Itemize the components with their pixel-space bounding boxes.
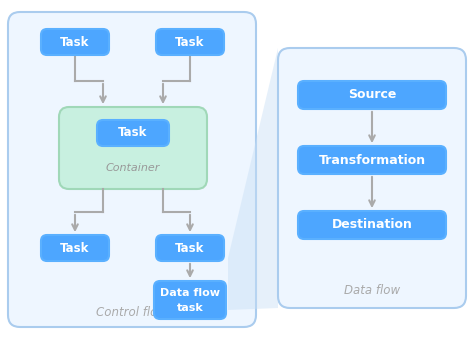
Polygon shape: [228, 48, 278, 310]
Text: task: task: [177, 303, 203, 313]
Text: Task: Task: [60, 241, 90, 255]
FancyBboxPatch shape: [156, 235, 224, 261]
Text: Task: Task: [60, 35, 90, 48]
Text: Destination: Destination: [332, 218, 412, 232]
FancyBboxPatch shape: [154, 281, 226, 319]
Text: Transformation: Transformation: [318, 154, 426, 166]
FancyBboxPatch shape: [41, 29, 109, 55]
FancyBboxPatch shape: [59, 107, 207, 189]
FancyBboxPatch shape: [298, 81, 446, 109]
Text: Data flow: Data flow: [344, 284, 400, 296]
Text: Source: Source: [348, 88, 396, 102]
Text: Task: Task: [118, 127, 148, 140]
FancyBboxPatch shape: [298, 211, 446, 239]
FancyBboxPatch shape: [41, 235, 109, 261]
Text: Task: Task: [175, 241, 205, 255]
FancyBboxPatch shape: [278, 48, 466, 308]
FancyBboxPatch shape: [8, 12, 256, 327]
FancyBboxPatch shape: [97, 120, 169, 146]
Text: Task: Task: [175, 35, 205, 48]
Text: Data flow: Data flow: [160, 288, 220, 298]
Text: Container: Container: [106, 163, 160, 173]
FancyBboxPatch shape: [298, 146, 446, 174]
FancyBboxPatch shape: [156, 29, 224, 55]
Text: Control flow: Control flow: [96, 307, 168, 319]
